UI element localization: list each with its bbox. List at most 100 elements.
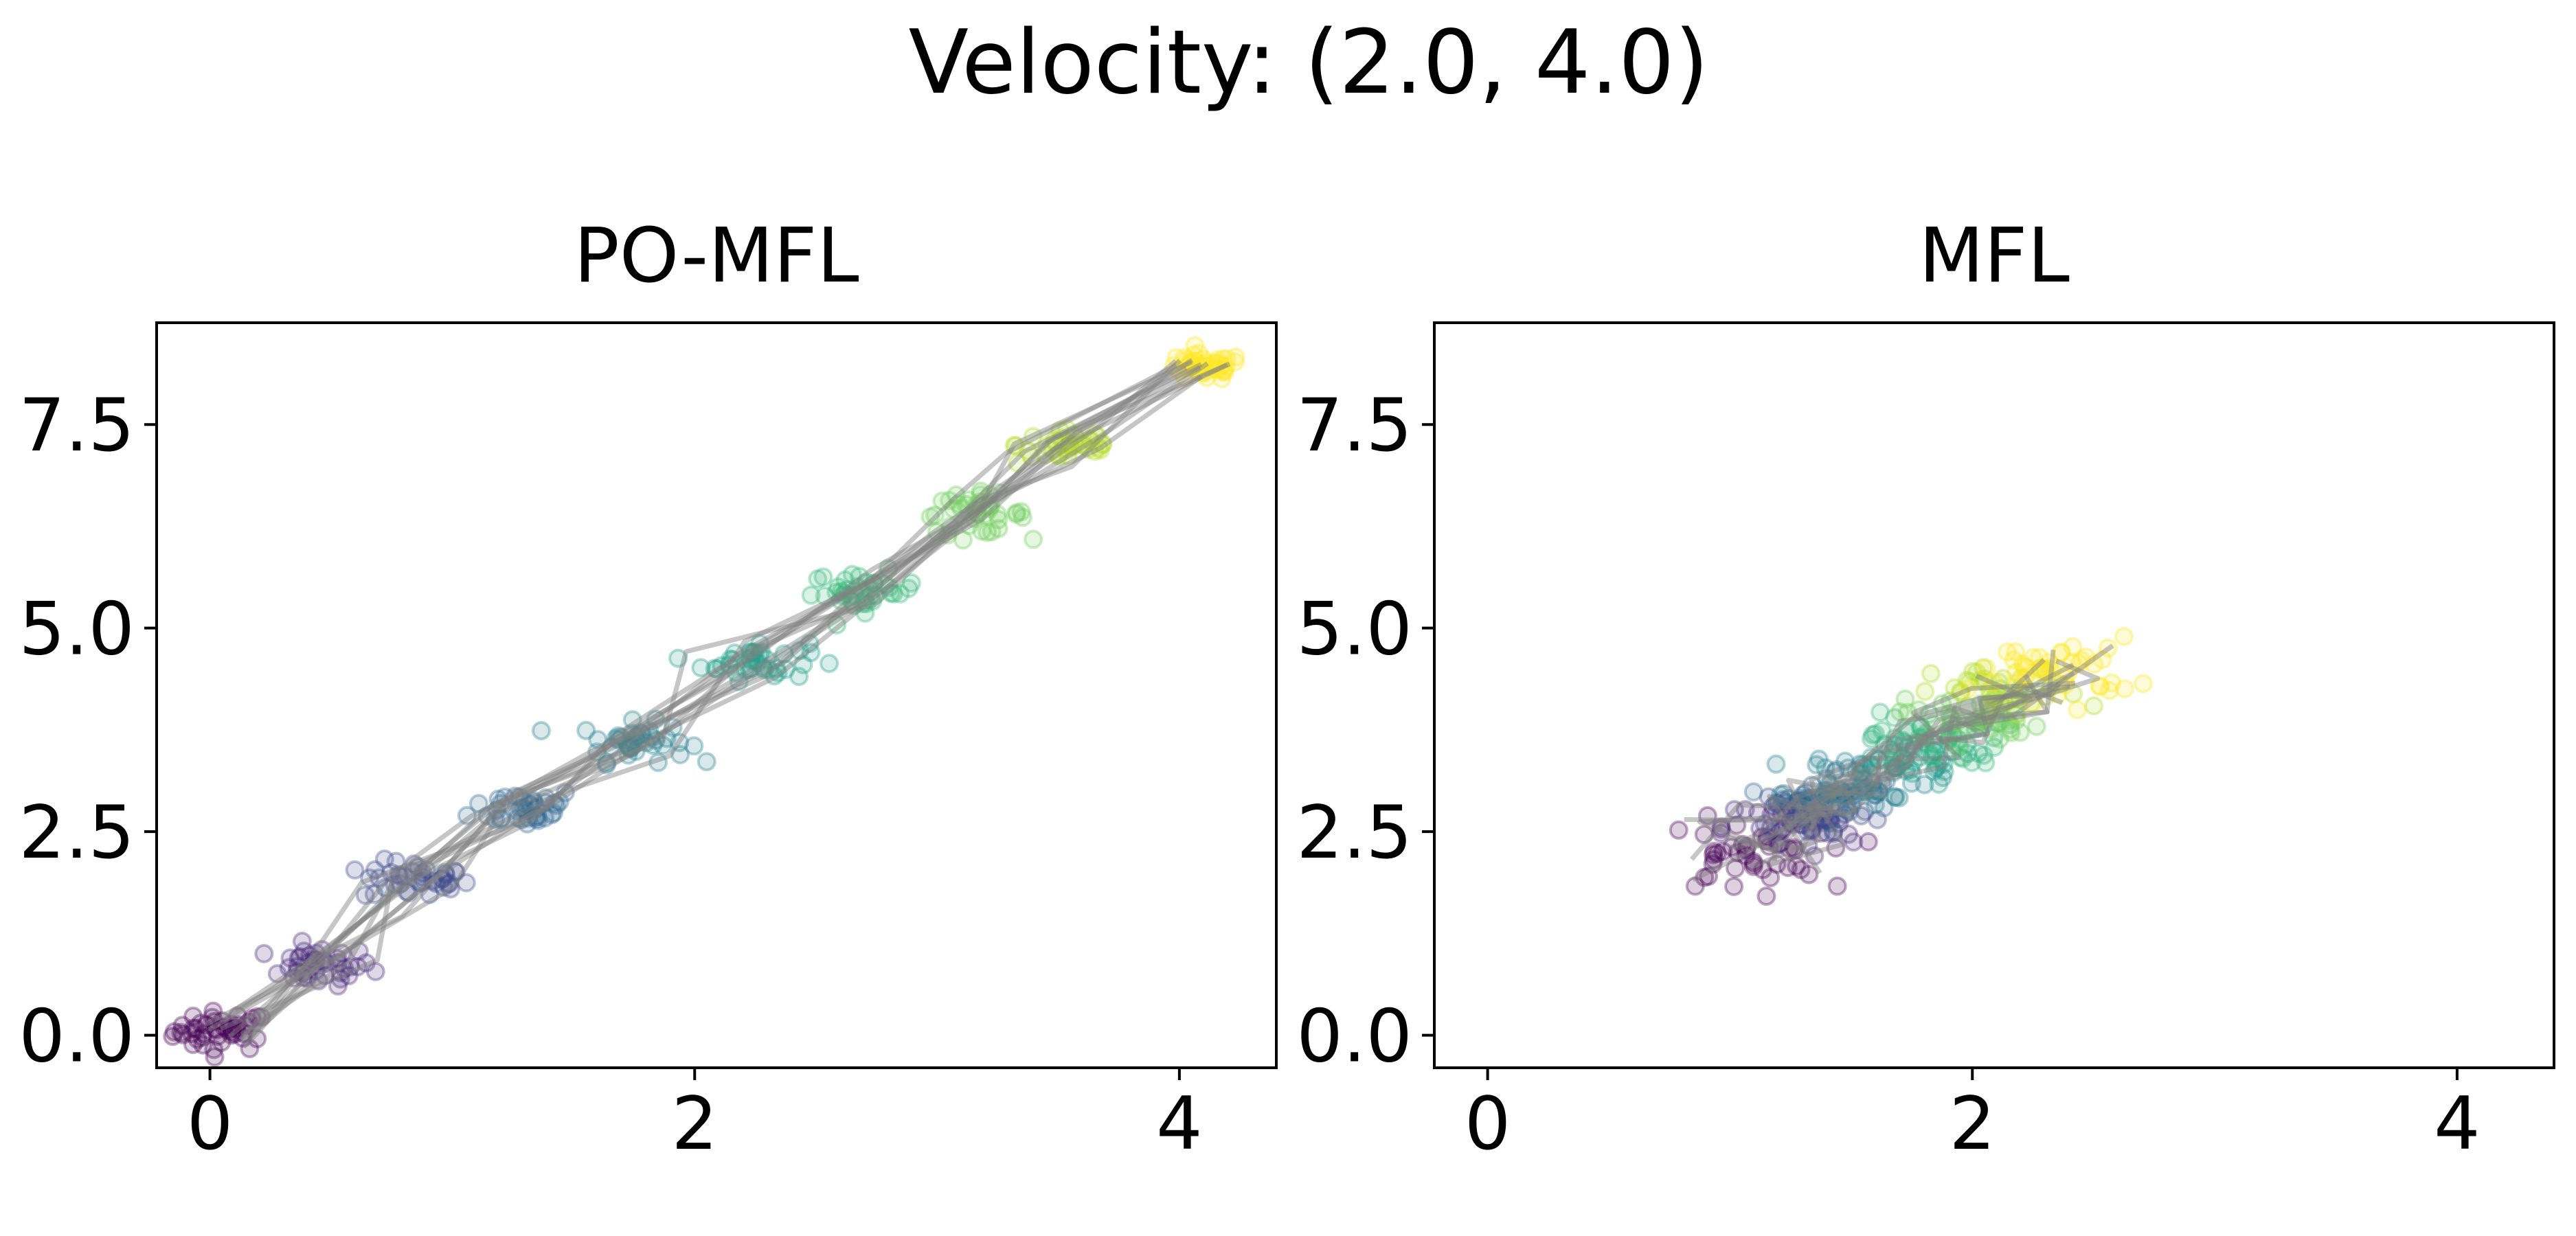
scatter-point-po-mfl: [622, 710, 642, 730]
scatter-point-po-mfl: [632, 724, 652, 744]
scatter-point-po-mfl: [988, 483, 1008, 503]
scatter-point-mfl: [1855, 781, 1875, 801]
scatter-point-po-mfl: [360, 868, 380, 888]
scatter-point-po-mfl: [736, 660, 756, 680]
scatter-point-mfl: [1812, 799, 1832, 819]
scatter-point-po-mfl: [514, 792, 534, 812]
scatter-point-po-mfl: [1050, 444, 1070, 464]
x-tick-label-mfl: 0: [1465, 1082, 1511, 1166]
scatter-point-po-mfl: [1061, 437, 1081, 457]
scatter-point-po-mfl: [1204, 358, 1224, 378]
scatter-point-po-mfl: [855, 603, 875, 623]
scatter-point-mfl: [2052, 643, 2072, 663]
scatter-point-po-mfl: [1170, 361, 1190, 381]
scatter-point-po-mfl: [512, 810, 532, 829]
scatter-point-mfl: [1790, 788, 1809, 808]
scatter-point-mfl: [1736, 845, 1756, 865]
scatter-point-po-mfl: [555, 783, 575, 803]
scatter-point-po-mfl: [1011, 502, 1031, 522]
scatter-point-mfl: [1743, 851, 1763, 871]
scatter-point-mfl: [1938, 731, 1958, 751]
scatter-point-mfl: [1697, 806, 1717, 825]
trajectory-line-mfl: [1772, 684, 2071, 861]
scatter-point-po-mfl: [1004, 436, 1024, 455]
scatter-point-po-mfl: [1054, 435, 1074, 455]
scatter-point-mfl: [2041, 677, 2061, 697]
scatter-point-mfl: [1975, 669, 1995, 689]
scatter-point-po-mfl: [831, 591, 851, 610]
scatter-point-po-mfl: [490, 794, 510, 814]
scatter-point-mfl: [2042, 658, 2061, 678]
scatter-point-po-mfl: [576, 720, 596, 740]
scatter-point-po-mfl: [622, 724, 642, 744]
scatter-point-mfl: [2035, 678, 2055, 698]
scatter-point-mfl: [1942, 742, 1962, 762]
scatter-point-po-mfl: [1175, 367, 1195, 387]
scatter-point-po-mfl: [663, 718, 683, 737]
scatter-point-mfl: [1956, 716, 1976, 735]
scatter-point-po-mfl: [355, 885, 375, 905]
scatter-point-mfl: [1866, 724, 1886, 744]
scatter-point-mfl: [1756, 886, 1776, 906]
scatter-point-po-mfl: [510, 799, 530, 819]
scatter-point-mfl: [1795, 802, 1815, 822]
scatter-point-mfl: [1879, 739, 1899, 759]
scatter-point-mfl: [1756, 831, 1776, 851]
scatter-point-mfl: [1850, 764, 1870, 783]
scatter-point-mfl: [1983, 694, 2003, 714]
scatter-point-mfl: [1798, 836, 1818, 856]
scatter-point-mfl: [1824, 784, 1844, 804]
scatter-point-mfl: [1803, 812, 1823, 832]
scatter-point-mfl: [1889, 788, 1909, 808]
scatter-point-po-mfl: [820, 654, 839, 674]
scatter-point-po-mfl: [826, 582, 846, 602]
scatter-point-mfl: [1864, 781, 1884, 801]
scatter-point-mfl: [1855, 757, 1875, 777]
scatter-point-po-mfl: [413, 863, 433, 883]
scatter-point-mfl: [1941, 715, 1961, 735]
scatter-point-po-mfl: [381, 862, 401, 882]
scatter-point-mfl: [1915, 681, 1935, 701]
scatter-point-po-mfl: [398, 883, 418, 903]
scatter-point-mfl: [1707, 843, 1727, 863]
scatter-point-po-mfl: [1050, 421, 1070, 440]
y-tick-label-mfl: 5.0: [1296, 587, 1412, 672]
scatter-point-mfl: [1943, 724, 1963, 744]
scatter-point-po-mfl: [619, 737, 639, 757]
scatter-point-po-mfl: [1007, 503, 1027, 523]
scatter-point-mfl: [2090, 676, 2110, 696]
scatter-point-mfl: [1834, 783, 1854, 803]
scatter-point-mfl: [1885, 735, 1905, 755]
scatter-point-po-mfl: [976, 504, 996, 524]
scatter-point-mfl: [1979, 702, 1999, 722]
scatter-point-po-mfl: [1048, 446, 1068, 466]
scatter-point-po-mfl: [707, 659, 727, 679]
scatter-point-po-mfl: [899, 578, 918, 598]
scatter-point-po-mfl: [1052, 428, 1072, 448]
scatter-point-po-mfl: [719, 655, 739, 675]
scatter-point-po-mfl: [618, 745, 638, 765]
scatter-point-po-mfl: [1207, 360, 1227, 380]
scatter-point-mfl: [1967, 712, 1987, 732]
scatter-point-mfl: [2006, 673, 2026, 693]
scatter-point-mfl: [1963, 661, 1983, 681]
scatter-point-mfl: [1763, 823, 1783, 843]
scatter-point-mfl: [1945, 678, 1965, 698]
scatter-point-po-mfl: [490, 810, 510, 829]
scatter-point-mfl: [1886, 757, 1906, 777]
scatter-point-mfl: [1820, 798, 1840, 817]
scatter-point-mfl: [1838, 758, 1858, 778]
scatter-point-po-mfl: [1060, 435, 1080, 455]
scatter-point-mfl: [1910, 747, 1930, 767]
scatter-point-mfl: [1967, 663, 1987, 683]
scatter-point-po-mfl: [684, 736, 704, 756]
scatter-point-po-mfl: [205, 1047, 225, 1067]
scatter-point-po-mfl: [488, 789, 508, 809]
scatter-point-po-mfl: [422, 871, 442, 891]
scatter-point-mfl: [2011, 667, 2031, 687]
scatter-point-mfl: [1813, 810, 1833, 829]
scatter-point-mfl: [1958, 720, 1977, 740]
scatter-point-po-mfl: [1217, 349, 1237, 369]
scatter-point-po-mfl: [972, 521, 992, 541]
y-tick-label-po-mfl: 7.5: [19, 383, 135, 468]
